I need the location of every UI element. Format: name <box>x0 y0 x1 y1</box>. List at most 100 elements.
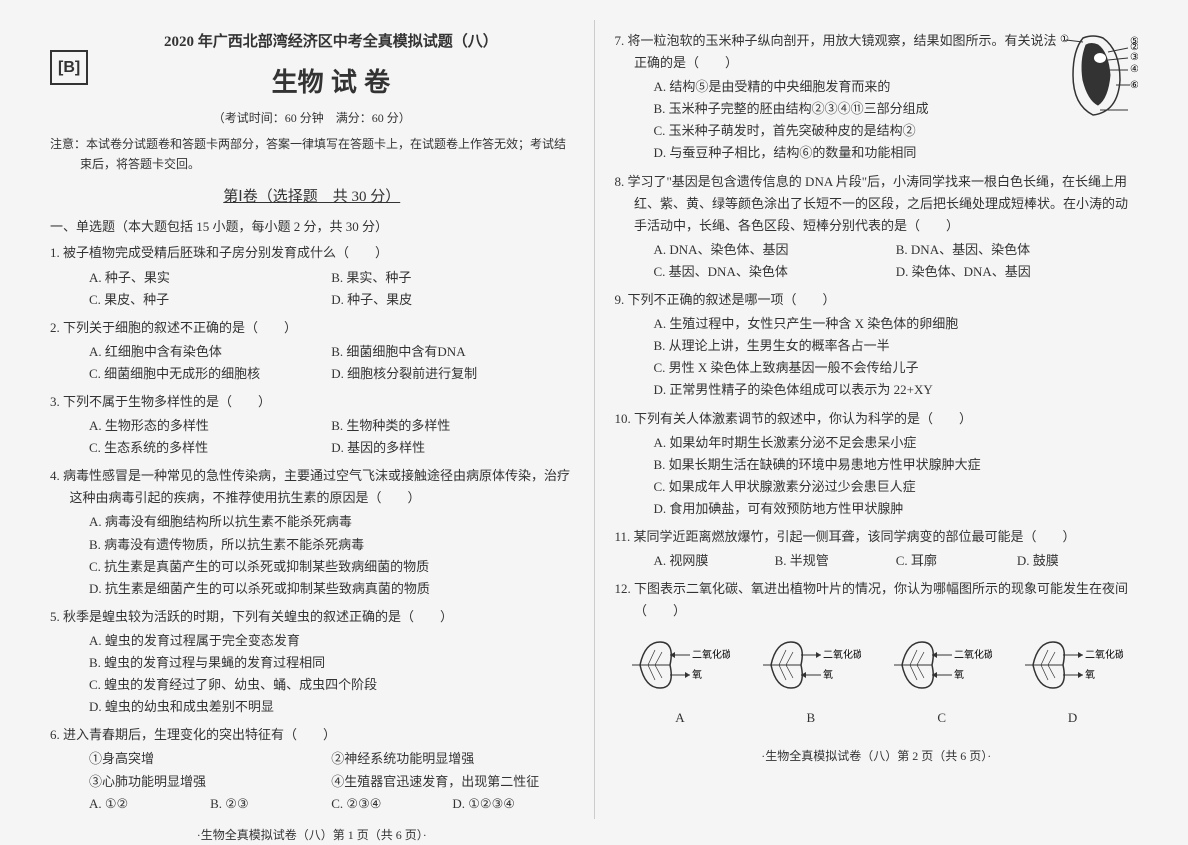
option: C. 细菌细胞中无成形的细胞核 <box>89 363 331 385</box>
question-stem: 6. 进入青春期后，生理变化的突出特征有（ ） <box>50 724 574 746</box>
option: B. 从理论上讲，生男生女的概率各占一半 <box>654 335 1139 357</box>
options: A. 生物形态的多样性B. 生物种类的多样性C. 生态系统的多样性D. 基因的多… <box>50 415 574 459</box>
exam-notice: 注意：本试卷分试题卷和答题卡两部分，答案一律填写在答题卡上，在试题卷上作答无效；… <box>50 134 574 175</box>
svg-text:氧: 氧 <box>954 668 964 681</box>
option: D. 基因的多样性 <box>331 437 573 459</box>
question-stem: 3. 下列不属于生物多样性的是（ ） <box>50 391 574 413</box>
svg-text:二氧化碳: 二氧化碳 <box>823 648 861 661</box>
svg-text:⑥: ⑥ <box>1130 80 1138 91</box>
item-list: ①身高突增②神经系统功能明显增强③心肺功能明显增强④生殖器官迅速发育，出现第二性… <box>50 748 574 792</box>
option: D. 染色体、DNA、基因 <box>896 261 1138 283</box>
leaf-label: C <box>876 707 1007 729</box>
question-right-1: ① ② ③ ④ ⑤ ⑥ 7. 将一粒泡软的玉米种子纵向剖开，用放大镜观察，结果如… <box>615 30 1139 165</box>
question-right-5: 11. 某同学近距离燃放爆竹，引起一侧耳聋，该同学病变的部位最可能是（ ）A. … <box>615 526 1139 572</box>
question-stem: 5. 秋季是蝗虫较为活跃的时期，下列有关蝗虫的叙述正确的是（ ） <box>50 606 574 628</box>
question-left-3: 3. 下列不属于生物多样性的是（ ）A. 生物形态的多样性B. 生物种类的多样性… <box>50 391 574 459</box>
option: A. 红细胞中含有染色体 <box>89 341 331 363</box>
footer-page-2: ·生物全真模拟试卷（八）第 2 页（共 6 页）· <box>615 746 1139 766</box>
option: C. ②③④ <box>331 793 452 815</box>
option: B. DNA、基因、染色体 <box>896 239 1138 261</box>
options: A. 红细胞中含有染色体B. 细菌细胞中含有DNAC. 细菌细胞中无成形的细胞核… <box>50 341 574 385</box>
svg-text:氧: 氧 <box>692 668 702 681</box>
option: C. 玉米种子萌发时，首先突破种皮的是结构② <box>654 120 1059 142</box>
leaf-label: B <box>745 707 876 729</box>
option: A. 种子、果实 <box>89 267 331 289</box>
leaf-option: 二氧化碳 氧 D <box>1007 630 1138 729</box>
footer-page-1: ·生物全真模拟试卷（八）第 1 页（共 6 页）· <box>50 825 574 845</box>
options: A. 结构⑤是由受精的中央细胞发育而来的B. 玉米种子完整的胚由结构②③④⑪三部… <box>615 76 1059 164</box>
list-item: ②神经系统功能明显增强 <box>331 748 573 770</box>
options: A. 病毒没有细胞结构所以抗生素不能杀死病毒B. 病毒没有遗传物质，所以抗生素不… <box>50 511 574 599</box>
option: C. 耳廓 <box>896 550 1017 572</box>
questions-page-1: 1. 被子植物完成受精后胚珠和子房分别发育成什么（ ） A. 种子、果实B. 果实… <box>50 242 574 814</box>
section-1-instruction: 一、单选题（本大题包括 15 小题，每小题 2 分，共 30 分） <box>50 216 574 238</box>
question-left-6: 6. 进入青春期后，生理变化的突出特征有（ ）①身高突增②神经系统功能明显增强③… <box>50 724 574 814</box>
question-stem: 1. 被子植物完成受精后胚珠和子房分别发育成什么（ ） <box>50 242 574 264</box>
option: B. 半规管 <box>775 550 896 572</box>
option: D. 鼓膜 <box>1017 550 1138 572</box>
option: D. 抗生素是细菌产生的可以杀死或抑制某些致病真菌的物质 <box>89 578 574 600</box>
option: A. 如果幼年时期生长激素分泌不足会患呆小症 <box>654 432 1139 454</box>
option: B. 生物种类的多样性 <box>331 415 573 437</box>
option: A. 蝗虫的发育过程属于完全变态发育 <box>89 630 574 652</box>
option: D. 种子、果皮 <box>331 289 573 311</box>
leaf-option: 二氧化碳 氧 C <box>876 630 1007 729</box>
questions-page-2: ① ② ③ ④ ⑤ ⑥ 7. 将一粒泡软的玉米种子纵向剖开，用放大镜观察，结果如… <box>615 30 1139 736</box>
option: B. 果实、种子 <box>331 267 573 289</box>
option: C. 蝗虫的发育经过了卵、幼虫、蛹、成虫四个阶段 <box>89 674 574 696</box>
options: A. DNA、染色体、基因B. DNA、基因、染色体C. 基因、DNA、染色体D… <box>615 239 1139 283</box>
options: A. 蝗虫的发育过程属于完全变态发育B. 蝗虫的发育过程与果蝇的发育过程相同C.… <box>50 630 574 718</box>
option: C. 如果成年人甲状腺激素分泌过少会患巨人症 <box>654 476 1139 498</box>
question-stem: 4. 病毒性感冒是一种常见的急性传染病，主要通过空气飞沫或接触途径由病原体传染，… <box>50 465 574 509</box>
option: D. 食用加碘盐，可有效预防地方性甲状腺肿 <box>654 498 1139 520</box>
svg-text:二氧化碳: 二氧化碳 <box>692 648 730 661</box>
option: A. 生物形态的多样性 <box>89 415 331 437</box>
leaf-label: D <box>1007 707 1138 729</box>
question-stem: 11. 某同学近距离燃放爆竹，引起一侧耳聋，该同学病变的部位最可能是（ ） <box>615 526 1139 548</box>
option: B. ②③ <box>210 793 331 815</box>
svg-text:④: ④ <box>1130 64 1138 75</box>
option: A. DNA、染色体、基因 <box>654 239 896 261</box>
option: C. 基因、DNA、染色体 <box>654 261 896 283</box>
options: A. 如果幼年时期生长激素分泌不足会患呆小症B. 如果长期生活在缺碘的环境中易患… <box>615 432 1139 520</box>
question-left-2: 2. 下列关于细胞的叙述不正确的是（ ）A. 红细胞中含有染色体B. 细菌细胞中… <box>50 317 574 385</box>
question-stem: 9. 下列不正确的叙述是哪一项（ ） <box>615 289 1139 311</box>
options: A. 种子、果实B. 果实、种子C. 果皮、种子D. 种子、果皮 <box>50 267 574 311</box>
question-left-1: 1. 被子植物完成受精后胚珠和子房分别发育成什么（ ） A. 种子、果实B. 果实… <box>50 242 574 310</box>
leaf-option: 二氧化碳 氧 A <box>615 630 746 729</box>
svg-text:①: ① <box>1060 34 1069 45</box>
option: B. 如果长期生活在缺碘的环境中易患地方性甲状腺肿大症 <box>654 454 1139 476</box>
question-right-4: 10. 下列有关人体激素调节的叙述中，你认为科学的是（ ）A. 如果幼年时期生长… <box>615 408 1139 520</box>
leaf-diagram-row: 二氧化碳 氧 A 二氧化碳 氧 B 二氧化碳 氧 C 二氧化碳 <box>615 624 1139 735</box>
option: A. 结构⑤是由受精的中央细胞发育而来的 <box>654 76 1059 98</box>
option: A. 病毒没有细胞结构所以抗生素不能杀死病毒 <box>89 511 574 533</box>
question-stem: 12. 下图表示二氧化碳、氧进出植物叶片的情况，你认为哪幅图所示的现象可能发生在… <box>615 578 1139 622</box>
svg-text:氧: 氧 <box>1085 668 1095 681</box>
page-2: ① ② ③ ④ ⑤ ⑥ 7. 将一粒泡软的玉米种子纵向剖开，用放大镜观察，结果如… <box>595 20 1159 819</box>
question-right-2: 8. 学习了"基因是包含遗传信息的 DNA 片段"后，小涛同学找来一根白色长绳，… <box>615 171 1139 283</box>
option: C. 抗生素是真菌产生的可以杀死或抑制某些致病细菌的物质 <box>89 556 574 578</box>
option: C. 生态系统的多样性 <box>89 437 331 459</box>
svg-text:二氧化碳: 二氧化碳 <box>954 648 992 661</box>
option: B. 玉米种子完整的胚由结构②③④⑪三部分组成 <box>654 98 1059 120</box>
option: B. 蝗虫的发育过程与果蝇的发育过程相同 <box>89 652 574 674</box>
option: D. 正常男性精子的染色体组成可以表示为 22+XY <box>654 379 1139 401</box>
exam-info: （考试时间：60 分钟 满分：60 分） <box>50 108 574 128</box>
question-stem: 10. 下列有关人体激素调节的叙述中，你认为科学的是（ ） <box>615 408 1139 430</box>
seed-diagram: ① ② ③ ④ ⑤ ⑥ <box>1058 30 1138 120</box>
question-right-6: 12. 下图表示二氧化碳、氧进出植物叶片的情况，你认为哪幅图所示的现象可能发生在… <box>615 578 1139 735</box>
version-label: [B] <box>50 50 88 85</box>
question-right-3: 9. 下列不正确的叙述是哪一项（ ）A. 生殖过程中，女性只产生一种含 X 染色… <box>615 289 1139 401</box>
option: B. 细菌细胞中含有DNA <box>331 341 573 363</box>
subject-title: 生物 试 卷 <box>50 60 574 104</box>
options: A. ①②B. ②③C. ②③④D. ①②③④ <box>50 793 574 815</box>
svg-text:③: ③ <box>1130 52 1138 63</box>
leaf-option: 二氧化碳 氧 B <box>745 630 876 729</box>
question-stem: 2. 下列关于细胞的叙述不正确的是（ ） <box>50 317 574 339</box>
option: A. ①② <box>89 793 210 815</box>
section-1-header: 第Ⅰ卷（选择题 共 30 分） <box>50 185 574 211</box>
options: A. 生殖过程中，女性只产生一种含 X 染色体的卵细胞B. 从理论上讲，生男生女… <box>615 313 1139 401</box>
list-item: ①身高突增 <box>89 748 331 770</box>
page-1: [B] 2020 年广西北部湾经济区中考全真模拟试题（八） 生物 试 卷 （考试… <box>30 20 595 819</box>
leaf-label: A <box>615 707 746 729</box>
